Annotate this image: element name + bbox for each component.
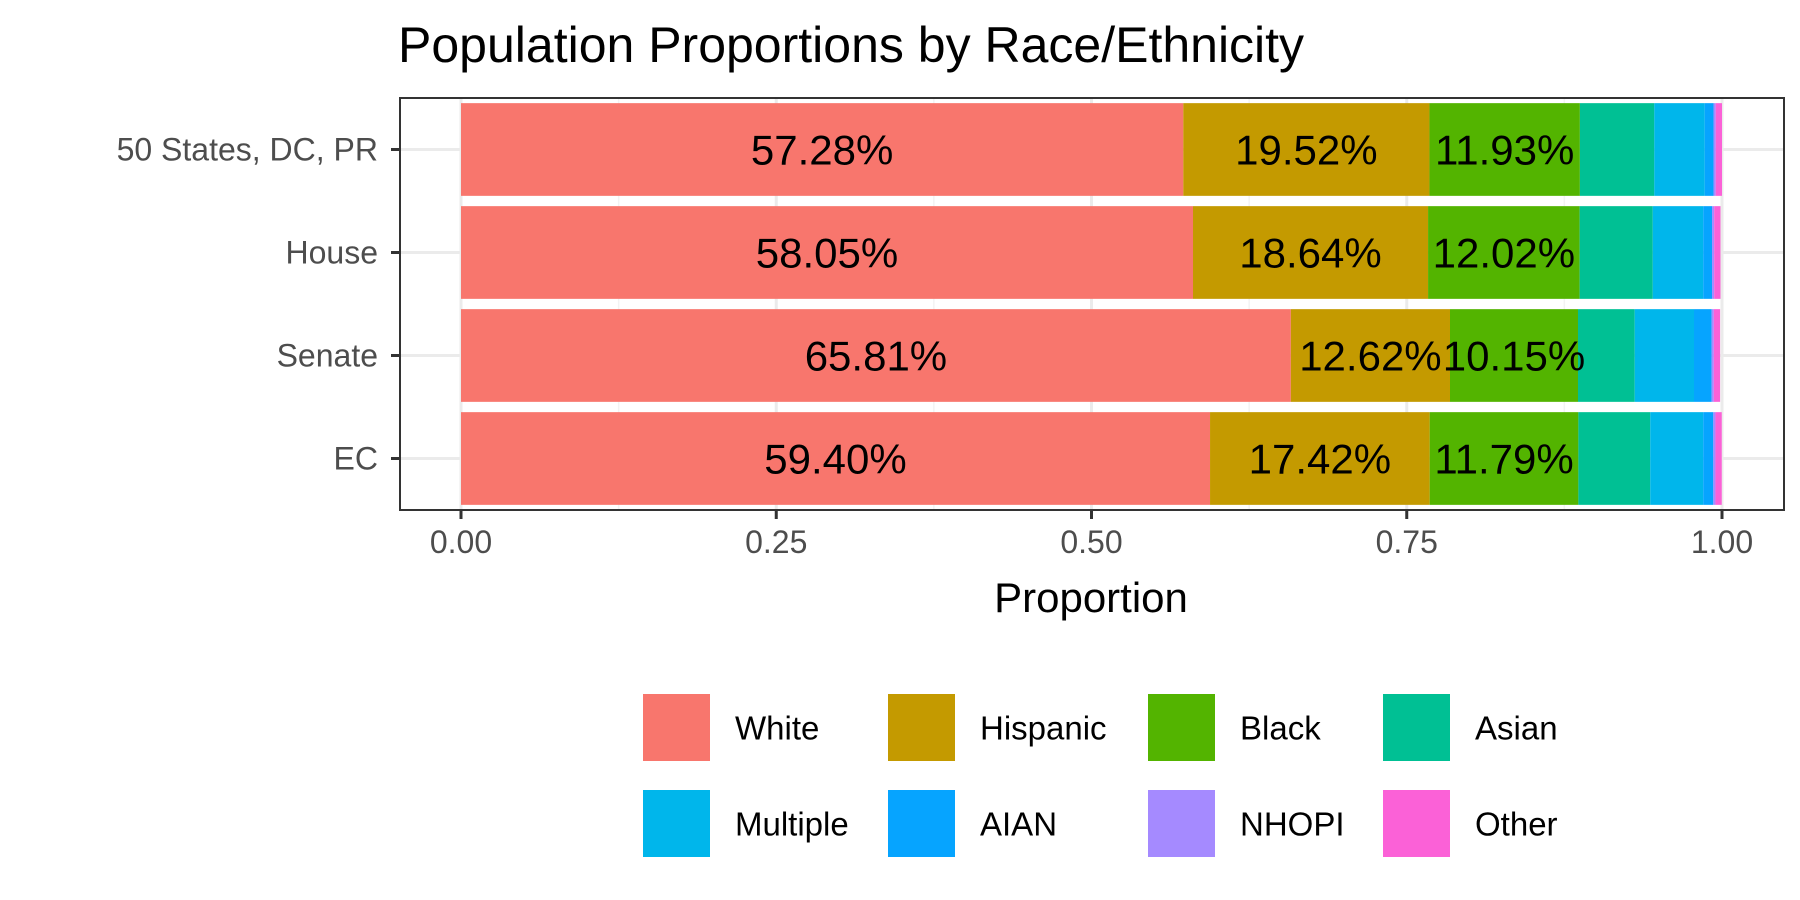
- bar-white-50-states-dc-pr: [461, 103, 1184, 196]
- legend-label-aian: AIAN: [980, 806, 1057, 843]
- bar-black-house: [1428, 206, 1580, 299]
- bar-white-ec: [461, 412, 1211, 505]
- legend-key-other: [1383, 790, 1450, 857]
- x-axis-title: Proportion: [994, 574, 1188, 621]
- bar-label-black-50-states-dc-pr: 11.93%: [1435, 127, 1574, 174]
- legend-label-asian: Asian: [1475, 710, 1558, 747]
- bar-aian-ec: [1703, 412, 1714, 505]
- legend-label-black: Black: [1240, 710, 1321, 747]
- bar-hispanic-house: [1193, 206, 1429, 299]
- bar-nhopi-house: [1712, 206, 1715, 299]
- bar-hispanic-senate: [1290, 309, 1451, 402]
- bar-asian-ec: [1578, 412, 1651, 505]
- x-axis: 0.00 0.25 0.50 0.75 1.00: [430, 510, 1753, 560]
- legend-label-white: White: [735, 710, 819, 747]
- bar-white-house: [461, 206, 1194, 299]
- bar-multiple-50-states-dc-pr: [1654, 103, 1705, 196]
- bar-black-50-states-dc-pr: [1429, 103, 1580, 196]
- bar-aian-house: [1703, 206, 1713, 299]
- bar-label-hispanic-house: 18.64%: [1239, 230, 1381, 277]
- bar-black-senate: [1450, 309, 1578, 402]
- x-tick-label: 0.50: [1060, 524, 1122, 560]
- y-tick-label-senate: Senate: [277, 338, 378, 374]
- legend-key-asian: [1383, 694, 1450, 761]
- legend-label-multiple: Multiple: [735, 806, 849, 843]
- y-axis: 50 States, DC, PR House Senate EC: [117, 132, 400, 477]
- legend-label-other: Other: [1475, 806, 1558, 843]
- bar-label-hispanic-senate: 12.62%: [1299, 333, 1441, 380]
- legend: White Hispanic Black Asian Multiple AIAN NHOPI…: [643, 694, 1558, 857]
- bar-other-ec: [1715, 412, 1722, 505]
- y-tick-label-house: House: [286, 235, 379, 271]
- x-tick-label: 0.25: [745, 524, 807, 560]
- bar-aian-50-states-dc-pr: [1704, 103, 1714, 196]
- x-tick-label: 0.00: [430, 524, 492, 560]
- x-tick-label: 1.00: [1691, 524, 1753, 560]
- legend-key-black: [1148, 694, 1215, 761]
- legend-key-aian: [888, 790, 955, 857]
- bar-black-ec: [1429, 412, 1579, 505]
- bar-label-black-house: 12.02%: [1433, 230, 1575, 277]
- legend-key-white: [643, 694, 710, 761]
- bar-label-white-50-states-dc-pr: 57.28%: [751, 127, 893, 174]
- bar-label-black-ec: 11.79%: [1434, 436, 1573, 483]
- bar-hispanic-50-states-dc-pr: [1183, 103, 1430, 196]
- chart-title: Population Proportions by Race/Ethnicity: [398, 17, 1304, 73]
- legend-label-nhopi: NHOPI: [1240, 806, 1345, 843]
- bar-other-house: [1714, 206, 1721, 299]
- x-tick-label: 0.75: [1376, 524, 1438, 560]
- bar-hispanic-ec: [1210, 412, 1430, 505]
- bar-label-white-ec: 59.40%: [764, 436, 906, 483]
- bar-other-senate: [1713, 309, 1721, 402]
- bar-label-hispanic-ec: 17.42%: [1249, 436, 1391, 483]
- y-tick-label-ec: EC: [334, 441, 378, 477]
- bar-white-senate: [461, 309, 1291, 402]
- bar-asian-50-states-dc-pr: [1579, 103, 1655, 196]
- bar-nhopi-50-states-dc-pr: [1713, 103, 1716, 196]
- bar-label-white-house: 58.05%: [756, 230, 898, 277]
- bar-asian-house: [1579, 206, 1653, 299]
- bars: [461, 103, 1722, 505]
- bar-label-black-senate: 10.15%: [1443, 333, 1585, 380]
- bar-multiple-house: [1652, 206, 1704, 299]
- legend-key-hispanic: [888, 694, 955, 761]
- bar-label-white-senate: 65.81%: [805, 333, 947, 380]
- legend-key-nhopi: [1148, 790, 1215, 857]
- bar-aian-senate: [1694, 309, 1712, 402]
- legend-key-multiple: [643, 790, 710, 857]
- legend-label-hispanic: Hispanic: [980, 710, 1107, 747]
- bar-multiple-senate: [1634, 309, 1695, 402]
- bar-nhopi-ec: [1713, 412, 1716, 505]
- y-tick-label-50-states-dc-pr: 50 States, DC, PR: [117, 132, 378, 168]
- bar-labels: 57.28% 19.52% 11.93% 58.05% 18.64% 12.02% 65.8…: [751, 127, 1585, 483]
- bar-other-50-states-dc-pr: [1715, 103, 1722, 196]
- bar-multiple-ec: [1650, 412, 1704, 505]
- bar-asian-senate: [1577, 309, 1635, 402]
- bar-label-hispanic-50-states-dc-pr: 19.52%: [1235, 127, 1377, 174]
- bar-nhopi-senate: [1711, 309, 1714, 402]
